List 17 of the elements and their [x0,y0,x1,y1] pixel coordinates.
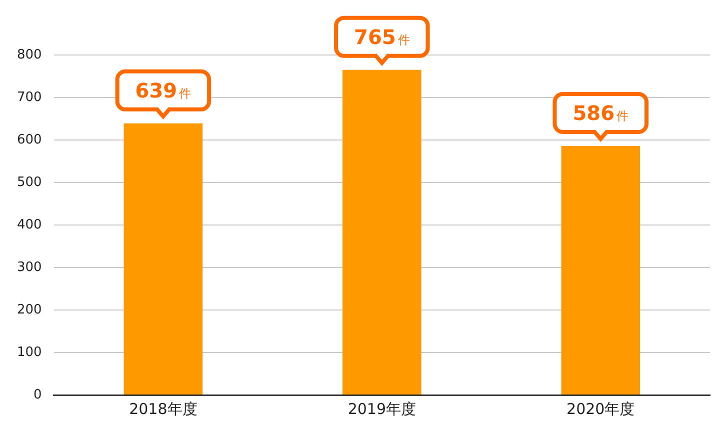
y-tick-label: 700 [16,90,42,105]
x-tick-label: 2020年度 [566,400,635,418]
y-tick-label: 400 [16,217,42,232]
y-tick-label: 0 [34,387,42,402]
y-tick-label: 800 [16,47,42,62]
bar [124,123,203,394]
data-label: 586件 [572,100,629,125]
y-tick-label: 600 [16,132,42,148]
x-tick-label: 2018年度 [129,400,198,418]
y-tick-label: 100 [16,344,42,360]
x-tick-label: 2019年度 [348,400,416,418]
y-tick-label: 500 [16,174,42,190]
y-tick-label: 300 [16,260,42,275]
bar [342,70,422,394]
bar [561,146,640,394]
data-label: 639件 [135,78,192,102]
y-tick-label: 200 [16,302,42,318]
